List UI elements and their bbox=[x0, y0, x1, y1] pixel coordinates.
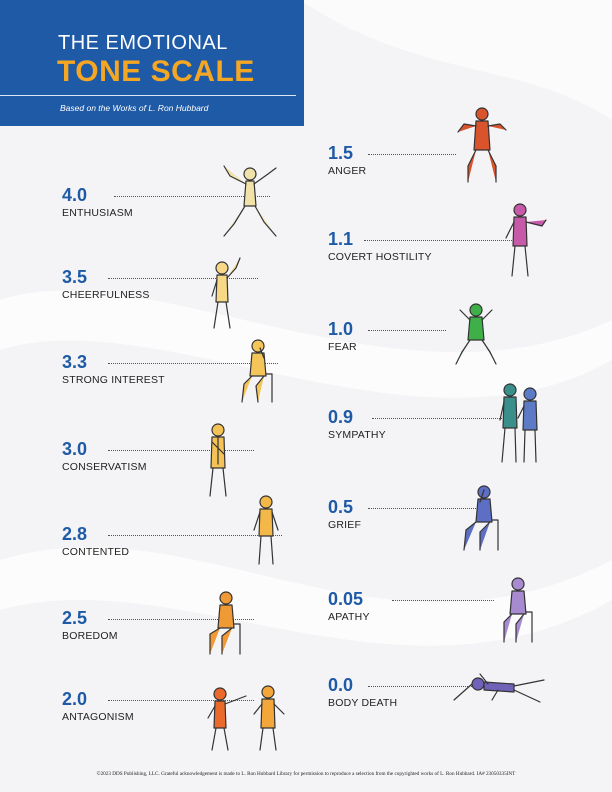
tone-label: GRIEF bbox=[328, 519, 362, 531]
tone-label: CONSERVATISM bbox=[62, 461, 147, 473]
dotted-leader bbox=[364, 240, 516, 241]
tone-label: ANGER bbox=[328, 165, 367, 177]
tone-label: CONTENTED bbox=[62, 546, 130, 558]
dotted-leader bbox=[108, 619, 254, 620]
title-line-1: THE EMOTIONAL bbox=[58, 32, 228, 54]
dotted-leader bbox=[114, 196, 270, 197]
dotted-leader bbox=[368, 330, 446, 331]
title-banner: THE EMOTIONAL TONE SCALE Based on the Wo… bbox=[0, 0, 304, 126]
conservatism-figure-icon bbox=[209, 423, 227, 497]
tone-level: 3.3 bbox=[62, 352, 88, 372]
dotted-leader bbox=[368, 508, 484, 509]
tone-level: 2.8 bbox=[62, 524, 88, 544]
strong-interest-figure-icon bbox=[241, 339, 273, 403]
tone-label: STRONG INTEREST bbox=[62, 374, 165, 386]
tone-level: 0.5 bbox=[328, 497, 354, 517]
covert-hostility-figure-icon bbox=[505, 203, 547, 277]
grief-figure-icon bbox=[463, 485, 499, 551]
tone-level: 4.0 bbox=[62, 185, 88, 205]
tone-level: 3.5 bbox=[62, 267, 88, 287]
subtitle: Based on the Works of L. Ron Hubbard bbox=[60, 103, 209, 113]
tone-label: BODY DEATH bbox=[328, 697, 398, 709]
dotted-leader bbox=[372, 418, 510, 419]
enthusiasm-figure-icon bbox=[223, 165, 277, 237]
tone-label: BOREDOM bbox=[62, 630, 118, 642]
boredom-figure-icon bbox=[209, 591, 241, 655]
dotted-leader bbox=[108, 700, 254, 701]
dotted-leader bbox=[108, 278, 258, 279]
anger-figure-icon bbox=[457, 107, 507, 183]
dotted-leader bbox=[368, 686, 478, 687]
tone-level: 1.0 bbox=[328, 319, 354, 339]
copyright-footer: ©2023 DDS Publishing, LLC. Grateful ackn… bbox=[96, 771, 516, 777]
dotted-leader bbox=[108, 535, 282, 536]
tone-label: ANTAGONISM bbox=[62, 711, 134, 723]
tone-level: 3.0 bbox=[62, 439, 88, 459]
dotted-leader bbox=[108, 450, 254, 451]
fear-figure-icon bbox=[455, 303, 497, 365]
tone-level: 1.5 bbox=[328, 143, 354, 163]
body-death-figure-icon bbox=[453, 673, 545, 703]
tone-label: CHEERFULNESS bbox=[62, 289, 150, 301]
tone-label: COVERT HOSTILITY bbox=[328, 251, 432, 263]
dotted-leader bbox=[108, 363, 278, 364]
tone-level: 0.9 bbox=[328, 407, 354, 427]
dotted-leader bbox=[368, 154, 456, 155]
sympathy-figure-icon bbox=[499, 383, 538, 463]
apathy-figure-icon bbox=[503, 577, 533, 643]
tone-label: ENTHUSIASM bbox=[62, 207, 133, 219]
title-divider bbox=[0, 95, 296, 96]
title-line-2: TONE SCALE bbox=[57, 55, 255, 88]
tone-level: 0.0 bbox=[328, 675, 354, 695]
tone-level: 0.05 bbox=[328, 589, 364, 609]
tone-label: SYMPATHY bbox=[328, 429, 386, 441]
tone-label: APATHY bbox=[328, 611, 370, 623]
tone-label: FEAR bbox=[328, 341, 357, 353]
tone-level: 1.1 bbox=[328, 229, 354, 249]
tone-level: 2.0 bbox=[62, 689, 88, 709]
tone-level: 2.5 bbox=[62, 608, 88, 628]
contented-figure-icon bbox=[253, 495, 279, 565]
dotted-leader bbox=[392, 600, 494, 601]
antagonism-figure-icon bbox=[207, 685, 285, 751]
cheerfulness-figure-icon bbox=[211, 257, 241, 329]
